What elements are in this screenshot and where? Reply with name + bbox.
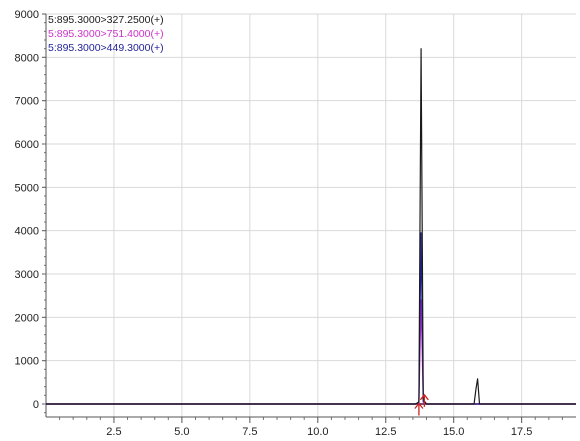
peak-marker xyxy=(419,393,429,407)
peak-marker-layer xyxy=(414,393,429,416)
legend-entry: 5:895.3000>751.4000(+) xyxy=(48,28,164,40)
grid-layer xyxy=(46,13,576,417)
x-tick-label: 2.5 xyxy=(106,426,121,438)
x-tick-label: 5.0 xyxy=(174,426,189,438)
x-tick-label: 15.0 xyxy=(443,426,464,438)
peak-marker-head xyxy=(419,393,429,401)
axes-layer: 2.5 5.0 7.5 10.0 12.5 15.0 17.5 0 1000 2000 3000 40… xyxy=(15,9,576,438)
peak-marker xyxy=(414,402,424,416)
legend-entry: 5:895.3000>449.3000(+) xyxy=(48,42,164,54)
peak-marker-head xyxy=(414,402,424,409)
x-tick-label: 7.5 xyxy=(242,426,257,438)
y-tick-label: 3000 xyxy=(15,269,39,281)
series-layer xyxy=(46,48,576,405)
legend: 5:895.3000>327.2500(+) 5:895.3000>751.400… xyxy=(48,14,164,54)
y-tick-label: 7000 xyxy=(15,96,39,108)
y-tick-label: 6000 xyxy=(15,139,39,151)
y-tick-label: 0 xyxy=(33,399,39,411)
x-tick-label: 10.0 xyxy=(307,426,328,438)
legend-entry: 5:895.3000>327.2500(+) xyxy=(48,14,164,26)
y-tick-label: 2000 xyxy=(15,312,39,324)
y-tick-label: 1000 xyxy=(15,356,39,368)
y-tick-label: 5000 xyxy=(15,182,39,194)
x-tick-label: 17.5 xyxy=(511,426,532,438)
x-tick-label: 12.5 xyxy=(375,426,396,438)
y-tick-label: 4000 xyxy=(15,226,39,238)
y-tick-label: 8000 xyxy=(15,52,39,64)
y-tick-label: 9000 xyxy=(15,9,39,21)
series-line-1 xyxy=(46,48,576,405)
